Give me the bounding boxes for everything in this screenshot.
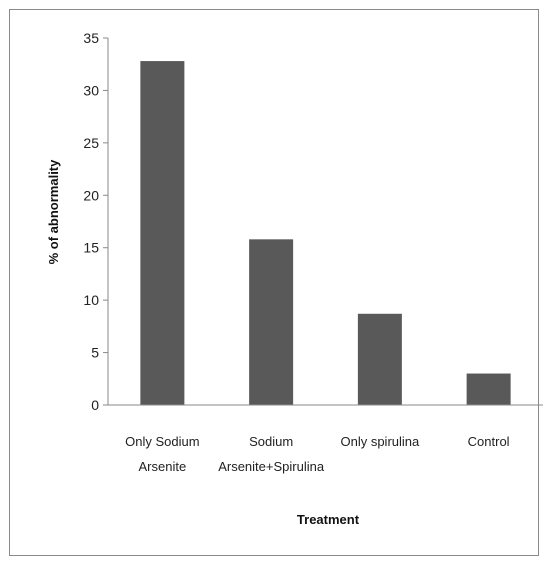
y-tick-label: 5 — [91, 345, 99, 361]
x-axis-title: Treatment — [297, 512, 360, 527]
bar — [249, 239, 294, 405]
y-tick-label: 20 — [83, 187, 99, 203]
y-tick-label: 25 — [83, 135, 99, 151]
bar — [140, 61, 185, 405]
x-category-label: Only spirulina — [340, 434, 420, 449]
y-tick-label: 30 — [83, 82, 99, 98]
bars — [140, 61, 511, 405]
x-axis-labels: Only Sodium Arsenite Sodium Arsenite+Spirul… — [125, 434, 510, 474]
x-category-label: Only Sodium — [125, 434, 199, 449]
y-axis-title: % of abnormality — [46, 159, 61, 265]
x-category-label: Sodium — [249, 434, 293, 449]
bar — [466, 373, 511, 405]
y-tick-label: 10 — [83, 292, 99, 308]
x-category-label: Arsenite — [139, 459, 187, 474]
x-category-label: Arsenite+Spirulina — [218, 459, 325, 474]
y-tick-label: 35 — [83, 30, 99, 46]
bar — [357, 313, 402, 405]
x-category-label: Control — [468, 434, 510, 449]
y-axis-ticks: 0 5 10 15 20 25 30 35 — [83, 30, 108, 413]
y-tick-label: 0 — [91, 397, 99, 413]
y-tick-label: 15 — [83, 240, 99, 256]
